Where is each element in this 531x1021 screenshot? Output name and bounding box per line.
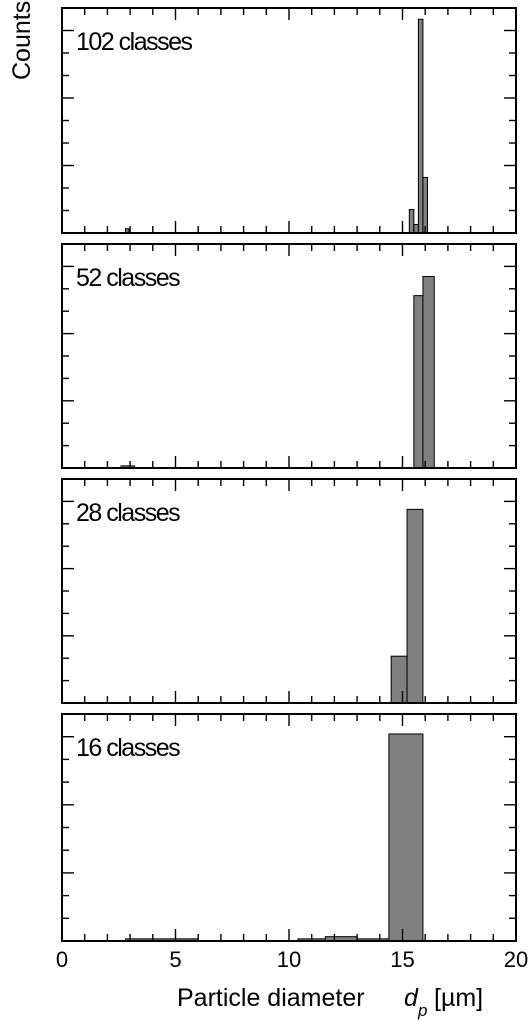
panel-label: 28 classes (76, 499, 180, 527)
histogram-panel: 102 classes (61, 7, 517, 234)
histogram-bar (422, 275, 435, 469)
histogram-panel: 16 classes (61, 713, 517, 942)
histogram-bar (417, 18, 424, 234)
histogram-bar (406, 508, 424, 704)
y-axis-label: Counts (8, 1, 36, 80)
histogram-bar (408, 208, 415, 234)
histogram-bar (413, 295, 424, 469)
x-tick-label: 5 (169, 947, 181, 972)
x-axis-label-subscript: p (417, 1001, 427, 1020)
histogram-bar (413, 223, 419, 234)
histogram-panel: 52 classes (61, 243, 517, 469)
panel-label: 102 classes (76, 28, 193, 56)
x-axis: 0 5 10 15 20 (56, 947, 528, 972)
x-tick-label: 15 (390, 947, 414, 972)
x-axis-label-unit: [µm] (434, 984, 483, 1012)
histogram-panels: 102 classes 52 classes 28 classes 16 classe… (61, 7, 517, 942)
x-axis-label-symbol: d (404, 984, 419, 1012)
x-axis-label-text: Particle diameter (177, 984, 365, 1012)
histogram-panel: 28 classes (61, 478, 517, 704)
histogram-bar (388, 733, 424, 942)
x-tick-label: 10 (277, 947, 301, 972)
histogram-bar (422, 176, 428, 234)
panel-label: 52 classes (76, 264, 180, 292)
panel-label: 16 classes (76, 734, 180, 762)
x-tick-label: 20 (504, 947, 528, 972)
x-axis-label: Particle diameter d p [µm] (177, 984, 483, 1020)
x-tick-label: 0 (56, 947, 68, 972)
histogram-bar (390, 655, 408, 704)
